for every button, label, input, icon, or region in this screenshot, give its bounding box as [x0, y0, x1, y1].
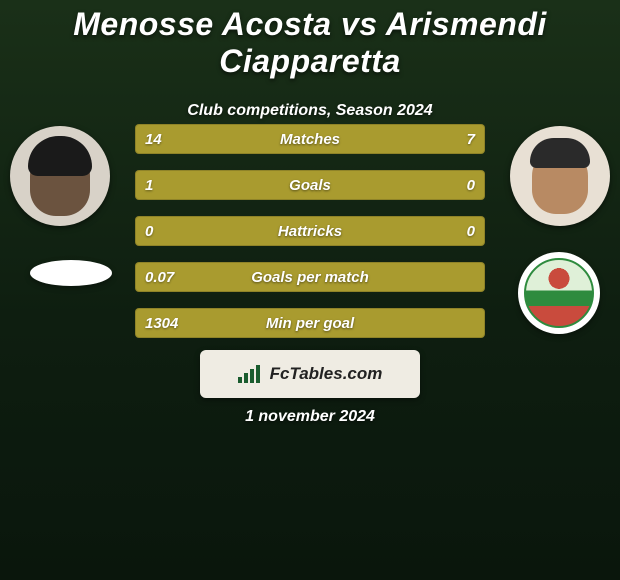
brand-text: FcTables.com	[270, 364, 383, 384]
logo-bar	[244, 373, 248, 383]
brand-bars-icon	[238, 365, 260, 383]
stat-row: 0.07 Goals per match	[135, 262, 485, 292]
stat-right-value	[465, 262, 485, 292]
player-right-avatar	[510, 126, 610, 226]
player-left-avatar	[10, 126, 110, 226]
club-right-logo	[518, 252, 600, 334]
date-text: 1 november 2024	[0, 408, 620, 426]
brand-pill[interactable]: FcTables.com	[200, 350, 420, 398]
logo-bar	[256, 365, 260, 383]
logo-bar	[238, 377, 242, 383]
stat-label: Goals	[135, 170, 485, 200]
stat-row: 0 Hattricks 0	[135, 216, 485, 246]
club-left-logo	[30, 260, 112, 286]
stat-label: Min per goal	[135, 308, 485, 338]
page-title: Menosse Acosta vs Arismendi Ciapparetta	[0, 0, 620, 80]
comparison-card: Menosse Acosta vs Arismendi Ciapparetta …	[0, 0, 620, 580]
stat-label: Goals per match	[135, 262, 485, 292]
stat-row: 1304 Min per goal	[135, 308, 485, 338]
stat-row: 1 Goals 0	[135, 170, 485, 200]
stat-right-value: 7	[457, 124, 485, 154]
stat-right-value	[465, 308, 485, 338]
club-right-crest	[524, 258, 594, 328]
stat-right-value: 0	[457, 216, 485, 246]
stats-bars: 14 Matches 7 1 Goals 0 0 Hattricks 0 0.0…	[135, 124, 485, 354]
stat-row: 14 Matches 7	[135, 124, 485, 154]
stat-label: Matches	[135, 124, 485, 154]
stat-label: Hattricks	[135, 216, 485, 246]
subtitle: Club competitions, Season 2024	[0, 102, 620, 120]
logo-bar	[250, 369, 254, 383]
stat-right-value: 0	[457, 170, 485, 200]
